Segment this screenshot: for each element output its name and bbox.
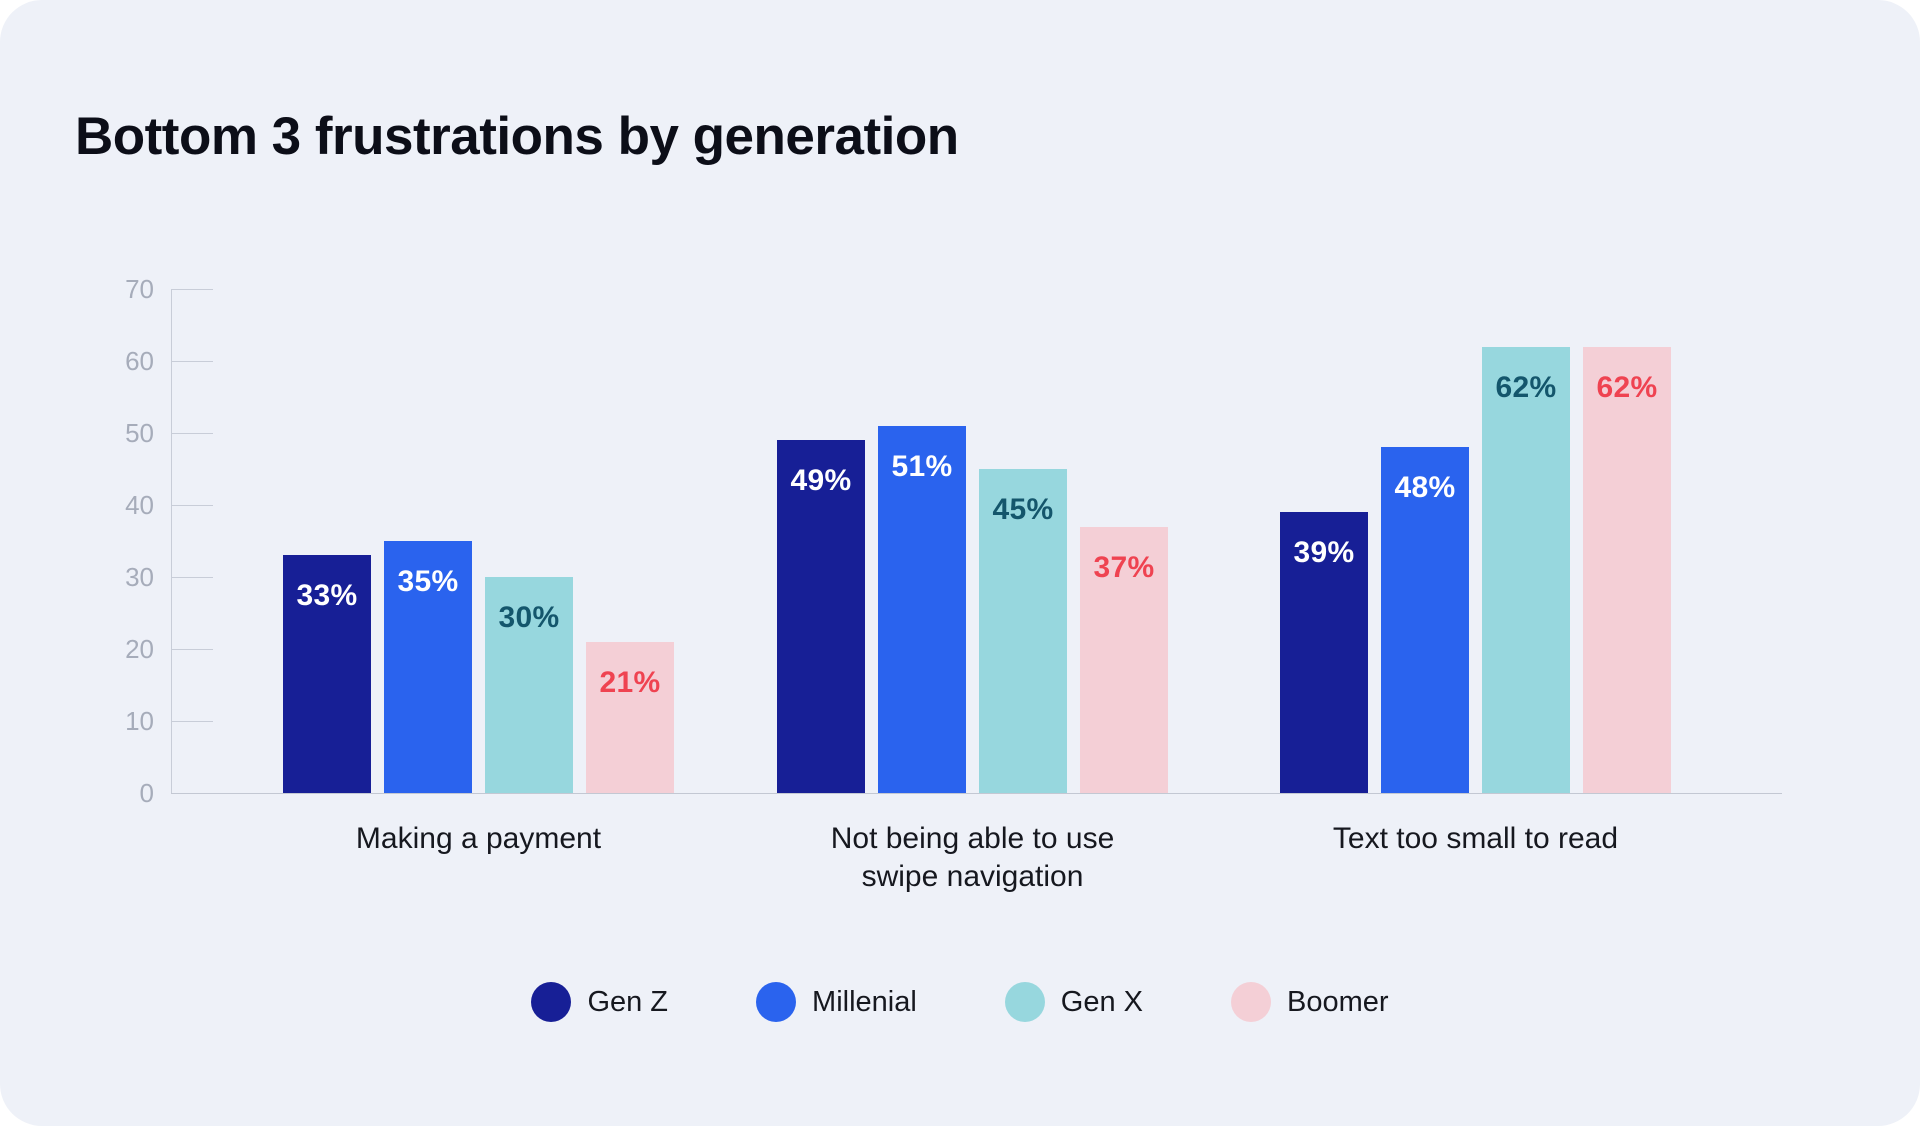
legend-swatch-gen-z xyxy=(531,982,572,1022)
y-axis-label-0: 0 xyxy=(139,778,154,808)
bar-gen-z-text-too-small-to-read: 39% xyxy=(1280,512,1368,793)
legend-item-gen-x: Gen X xyxy=(1004,982,1144,1022)
bar-boomer-text-too-small-to-read: 62% xyxy=(1583,346,1671,793)
legend-swatch-millenial xyxy=(756,982,797,1022)
bar-value-label: 45% xyxy=(992,493,1054,526)
legend-swatch-gen-x xyxy=(1004,982,1045,1022)
legend-label-boomer: Boomer xyxy=(1287,985,1389,1018)
y-axis-label-30: 30 xyxy=(125,562,154,592)
legend-item-gen-z: Gen Z xyxy=(531,982,668,1022)
y-axis-line xyxy=(171,289,172,793)
legend-item-millenial: Millenial xyxy=(756,982,917,1022)
y-axis-label-10: 10 xyxy=(125,706,154,736)
bar-value-label: 48% xyxy=(1394,471,1456,505)
bar-gen-x-making-a-payment: 30% xyxy=(485,577,573,793)
legend-item-boomer: Boomer xyxy=(1231,982,1389,1022)
chart-legend: Gen Z Millenial Gen X Boomer xyxy=(0,982,1920,1022)
bar-gen-x-not-being-able-to-use-swipe-navigation: 45% xyxy=(979,469,1067,793)
bar-value-label: 39% xyxy=(1293,536,1355,570)
bar-millenial-text-too-small-to-read: 48% xyxy=(1381,447,1469,793)
bar-value-label: 62% xyxy=(1495,370,1557,404)
bar-value-label: 62% xyxy=(1596,370,1658,404)
y-axis-label-60: 60 xyxy=(125,346,154,376)
y-axis-tick-50 xyxy=(171,433,213,434)
y-axis-tick-30 xyxy=(171,577,213,578)
y-axis-tick-20 xyxy=(171,649,213,650)
category-label-text-too-small-to-read: Text too small to read xyxy=(1332,822,1619,855)
y-axis-label-40: 40 xyxy=(125,490,154,520)
bar-value-label: 49% xyxy=(790,464,852,498)
bar-chart: 0 10 20 30 40 50 60 70 33% 35% 30% 21% 49% 51% 45% 37%… xyxy=(125,276,1782,893)
legend-label-gen-x: Gen X xyxy=(1060,985,1144,1018)
bar-millenial-not-being-able-to-use-swipe-navigation: 51% xyxy=(878,425,966,793)
bar-gen-z-making-a-payment: 33% xyxy=(283,555,371,793)
x-axis-baseline xyxy=(171,793,1782,794)
bar-millenial-making-a-payment: 35% xyxy=(384,541,472,793)
bar-value-label: 30% xyxy=(498,601,560,634)
y-axis-tick-70 xyxy=(171,289,213,290)
chart-title: Bottom 3 frustrations by generation xyxy=(75,107,959,166)
legend-label-millenial: Millenial xyxy=(812,985,917,1018)
y-axis-label-50: 50 xyxy=(125,418,154,448)
y-axis-label-70: 70 xyxy=(125,274,154,304)
bar-value-label: 51% xyxy=(891,449,953,483)
y-axis-tick-10 xyxy=(171,721,213,722)
bar-gen-x-text-too-small-to-read: 62% xyxy=(1482,346,1570,793)
bar-value-label: 21% xyxy=(599,665,661,699)
category-label-not-being-able-to-use-swipe-navigation: Not being able to use swipe navigation xyxy=(830,822,1115,893)
bar-boomer-making-a-payment: 21% xyxy=(586,641,674,793)
bar-value-label: 35% xyxy=(397,565,459,598)
y-axis-tick-40 xyxy=(171,505,213,506)
bar-value-label: 37% xyxy=(1093,550,1155,584)
bar-boomer-not-being-able-to-use-swipe-navigation: 37% xyxy=(1080,526,1168,793)
legend-swatch-boomer xyxy=(1231,982,1272,1022)
bar-gen-z-not-being-able-to-use-swipe-navigation: 49% xyxy=(777,440,865,793)
bar-value-label: 33% xyxy=(296,579,358,613)
y-axis-tick-60 xyxy=(171,361,213,362)
y-axis-label-20: 20 xyxy=(125,634,154,664)
legend-label-gen-z: Gen Z xyxy=(587,985,669,1018)
category-label-making-a-payment: Making a payment xyxy=(355,822,602,855)
